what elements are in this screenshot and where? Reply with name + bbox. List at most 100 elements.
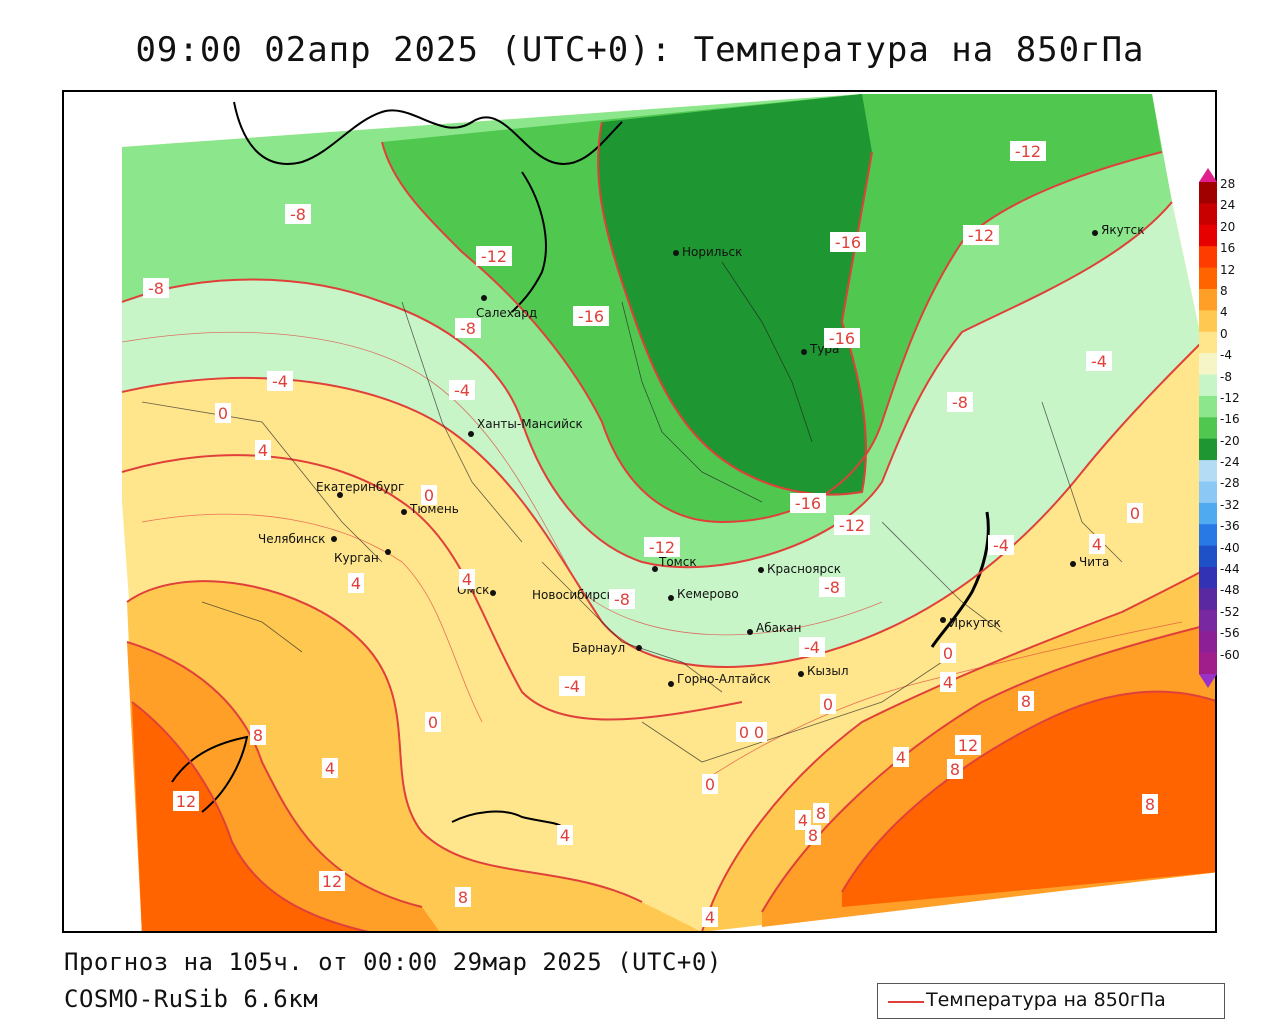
- isotherm-label: -16: [824, 328, 860, 348]
- isotherm-label: 8: [455, 887, 471, 907]
- isotherm-label: 12: [955, 735, 981, 755]
- isotherm-label: 0: [1127, 503, 1143, 523]
- colorbar-swatch: [1199, 310, 1217, 333]
- isotherm-label: -16: [830, 232, 866, 252]
- colorbar-swatch: [1199, 288, 1217, 311]
- isotherm-label: 0: [736, 722, 752, 742]
- isotherm-label-text: -16: [835, 233, 861, 252]
- isotherm-label: 4: [702, 907, 718, 927]
- isotherm-label-text: 0: [218, 404, 228, 423]
- isotherm-label-bg: [421, 485, 437, 505]
- city-krasnoyarsk: Красноярск: [758, 562, 841, 576]
- isotherm-label-text: 4: [462, 570, 472, 589]
- colorbar-swatch: [1199, 374, 1217, 397]
- isotherm-label-text: -12: [839, 516, 865, 535]
- isotherm-label: -8: [609, 589, 635, 609]
- isotherm-label: 4: [348, 573, 364, 593]
- isotherm-label-text: 0: [428, 713, 438, 732]
- isotherm-label-bg: [702, 774, 718, 794]
- colorbar-tick-label: 20: [1220, 219, 1236, 234]
- isotherm-label: -12: [476, 246, 512, 266]
- city-kemerovo: Кемерово: [668, 587, 739, 601]
- isotherm-label-bg: [947, 392, 973, 412]
- isotherm-label-bg: [250, 725, 266, 745]
- isotherm-label: 0: [421, 485, 437, 505]
- isotherm-label-bg: [644, 537, 680, 557]
- city-label: Иркутск: [949, 616, 1001, 630]
- isotherm-label-text: -8: [148, 279, 164, 298]
- isotherm-label-text: 4: [1092, 535, 1102, 554]
- isotherm-label-text: 8: [950, 760, 960, 779]
- isotherm-label-bg: [988, 535, 1014, 555]
- isotherm-label: 4: [459, 569, 475, 589]
- city-chita: Чита: [1070, 555, 1109, 569]
- isotherm-label-bg: [459, 569, 475, 589]
- colorbar-tick-label: -28: [1220, 476, 1240, 491]
- isotherm-label-text: -8: [824, 578, 840, 597]
- colorbar-tick-label: -48: [1220, 583, 1240, 598]
- isotherm-label-bg: [830, 232, 866, 252]
- colorbar-tick-label: 0: [1220, 326, 1228, 341]
- colorbar-swatch: [1199, 203, 1217, 226]
- city-label: Норильск: [682, 245, 742, 259]
- coastline-yamal: [511, 171, 547, 313]
- isotherm-label: 8: [1018, 691, 1034, 711]
- isotherm-label: -8: [455, 318, 481, 338]
- colorbar-swatch: [1199, 331, 1217, 354]
- city-label: Челябинск: [258, 532, 325, 546]
- isotherm-label: 8: [813, 803, 829, 823]
- isotherm-label: -8: [819, 577, 845, 597]
- colorbar-swatch: [1199, 481, 1217, 504]
- isotherm-label: 8: [250, 725, 266, 745]
- isotherm-label-bg: [573, 306, 609, 326]
- colorbar-tick-label: -44: [1220, 562, 1240, 577]
- coastline: [233, 101, 623, 165]
- city-barnaul: Барнаул: [572, 641, 642, 655]
- isotherm-label-text: -4: [564, 677, 580, 696]
- isotherm-label-bg: [1018, 691, 1034, 711]
- isotherm-label: 12: [319, 871, 345, 891]
- isotherm-label: 0: [751, 722, 767, 742]
- colorbar-swatch: [1199, 609, 1217, 632]
- isotherm-label-text: 0: [424, 486, 434, 505]
- isotherm-label: -8: [143, 278, 169, 298]
- isotherm-label-bg: [255, 440, 271, 460]
- temp-zone-hotter-sw: [132, 702, 365, 931]
- city-khanty-mansiysk: Ханты-Мансийск: [468, 417, 583, 437]
- isotherm-lines: [121, 121, 1215, 931]
- isotherm-label-text: -4: [1091, 352, 1107, 371]
- isotherm-label-bg: [834, 515, 870, 535]
- isotherm-label-bg: [940, 672, 956, 692]
- colorbar-tick-label: 8: [1220, 283, 1228, 298]
- isotherm-label: 12: [173, 791, 199, 811]
- isotherm-label: -16: [790, 493, 826, 513]
- colorbar-swatch: [1199, 460, 1217, 482]
- isotherm-label: -12: [644, 537, 680, 557]
- isotherm-label-text: 4: [705, 908, 715, 927]
- isotherm-label-text: -8: [290, 205, 306, 224]
- city-label: Горно-Алтайск: [677, 672, 771, 686]
- isotherm-label-bg: [790, 493, 826, 513]
- city-yekaterinburg: Екатеринбург: [316, 480, 404, 498]
- colorbar-tick-label: 12: [1220, 262, 1236, 277]
- isotherm-label-bg: [799, 637, 825, 657]
- isotherm-label: 4: [940, 672, 956, 692]
- colorbar-swatch: [1199, 395, 1217, 418]
- isotherm-label-text: 4: [798, 811, 808, 830]
- city-irkutsk: Иркутск: [940, 616, 1001, 630]
- city-yakutsk: Якутск: [1092, 223, 1145, 237]
- isotherm-label: 4: [893, 747, 909, 767]
- city-label: Салехард: [476, 306, 537, 320]
- isotherm-label-text: 8: [808, 826, 818, 845]
- isotherm-label-text: 12: [322, 872, 342, 891]
- isotherm-label: 8: [805, 825, 821, 845]
- isotherm-label-bg: [819, 577, 845, 597]
- isotherm-label-bg: [143, 278, 169, 298]
- isotherm-label-text: 0: [754, 723, 764, 742]
- temp-zone-hotter-se: [842, 691, 1215, 907]
- isotherm-label-bg: [736, 722, 752, 742]
- colorbar-tick-label: -16: [1220, 412, 1240, 427]
- isotherm-label-text: -8: [614, 590, 630, 609]
- colorbar-swatch: [1199, 224, 1217, 247]
- isotherm-label-bg: [963, 225, 999, 245]
